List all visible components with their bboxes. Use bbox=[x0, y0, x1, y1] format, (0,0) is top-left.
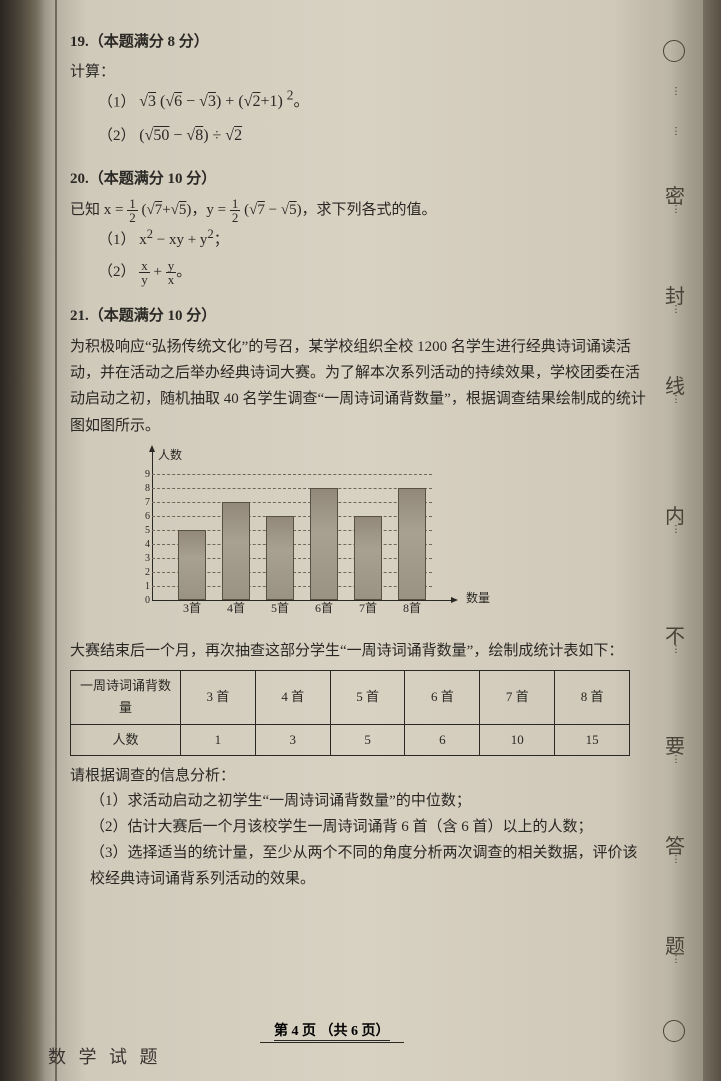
margin-dots: ︙ bbox=[671, 398, 677, 404]
table-header-row: 一周诗词诵背数量 3 首 4 首 5 首 6 首 7 首 8 首 bbox=[71, 671, 630, 724]
exam-page: 19.（本题满分 8 分） 计算： （1） √3 (√6 − √3) + (√2… bbox=[70, 30, 650, 911]
col-h: 8 首 bbox=[555, 671, 630, 724]
col-h: 5 首 bbox=[330, 671, 405, 724]
q20-given-pre: 已知 x = bbox=[70, 202, 123, 218]
cell: 3 bbox=[255, 724, 330, 755]
margin-circle-icon bbox=[663, 1020, 685, 1042]
x-category-label: 6首 bbox=[304, 598, 344, 618]
page-left-shadow bbox=[0, 0, 45, 1081]
q20-item2-label: （2） bbox=[98, 264, 136, 280]
col-h: 3 首 bbox=[181, 671, 256, 724]
binding-margin-strip: 密︙封︙线︙内︙不︙要︙答︙题︙︙︙ bbox=[643, 0, 703, 1081]
margin-dots: ︙ bbox=[671, 90, 677, 96]
col-h: 4 首 bbox=[255, 671, 330, 724]
bar-chart-container: 人数 数量 01234567893首4首5首6首7首8首 bbox=[130, 449, 510, 629]
bar bbox=[354, 516, 382, 600]
gridline bbox=[152, 502, 432, 503]
margin-dots: ︙ bbox=[671, 858, 677, 864]
y-tick: 9 bbox=[140, 470, 150, 480]
cell: 1 bbox=[181, 724, 256, 755]
q20-item-2: （2） xy + yx。 bbox=[98, 259, 650, 286]
margin-dots: ︙ bbox=[671, 958, 677, 964]
y-tick: 4 bbox=[140, 540, 150, 550]
q21-sub2: （2）估计大赛后一个月该校学生一周诗词诵背 6 首（含 6 首）以上的人数； bbox=[90, 815, 650, 841]
fraction-x-over-y: xy bbox=[139, 259, 150, 286]
q20-given: 已知 x = 12 (√7+√5)，y = 12 (√7 − √5)，求下列各式… bbox=[70, 197, 650, 224]
q21-sub1: （1）求活动启动之初学生“一周诗词诵背数量”的中位数； bbox=[90, 789, 650, 815]
margin-circle-icon bbox=[663, 40, 685, 62]
bar bbox=[222, 502, 250, 600]
cell: 10 bbox=[480, 724, 555, 755]
bar bbox=[398, 488, 426, 600]
y-tick: 2 bbox=[140, 568, 150, 578]
cell: 15 bbox=[555, 724, 630, 755]
margin-dots: ︙ bbox=[671, 308, 677, 314]
page-spine-line bbox=[55, 0, 57, 1081]
margin-dots: ︙ bbox=[671, 528, 677, 534]
subject-label: 数 学 试 题 bbox=[48, 1043, 162, 1069]
y-tick: 5 bbox=[140, 526, 150, 536]
x-axis-label: 数量 bbox=[466, 588, 490, 608]
col-h: 7 首 bbox=[480, 671, 555, 724]
fraction-y-over-x: yx bbox=[166, 259, 177, 286]
q21-sub3: （3）选择适当的统计量，至少从两个不同的角度分析两次调查的相关数据，评价该校经典… bbox=[90, 840, 650, 893]
q19-item2-label: （2） bbox=[98, 128, 136, 144]
results-table: 一周诗词诵背数量 3 首 4 首 5 首 6 首 7 首 8 首 人数 1 3 … bbox=[70, 670, 630, 755]
q19-prompt: 计算： bbox=[70, 60, 650, 86]
q21-analyze: 请根据调查的信息分析： bbox=[70, 764, 650, 790]
cell: 6 bbox=[405, 724, 480, 755]
y-tick: 1 bbox=[140, 582, 150, 592]
q19-item-2: （2） (√50 − √8) ÷ √2 bbox=[98, 122, 650, 150]
x-category-label: 5首 bbox=[260, 598, 300, 618]
x-category-label: 3首 bbox=[172, 598, 212, 618]
y-tick: 7 bbox=[140, 498, 150, 508]
y-tick: 3 bbox=[140, 554, 150, 564]
fraction-half-1: 12 bbox=[127, 197, 138, 224]
q20-item1-label: （1） bbox=[98, 232, 136, 248]
q20-item-1: （1） x2 − xy + y2； bbox=[98, 224, 650, 254]
q21-heading: 21.（本题满分 10 分） bbox=[70, 304, 650, 330]
q21-paragraph: 为积极响应“弘扬传统文化”的号召，某学校组织全校 1200 名学生进行经典诗词诵… bbox=[70, 334, 650, 439]
row-header-1: 一周诗词诵背数量 bbox=[71, 671, 181, 724]
bar bbox=[310, 488, 338, 600]
y-tick: 8 bbox=[140, 484, 150, 494]
y-tick: 0 bbox=[140, 596, 150, 606]
row-header-2: 人数 bbox=[71, 724, 181, 755]
question-20: 20.（本题满分 10 分） 已知 x = 12 (√7+√5)，y = 12 … bbox=[70, 167, 650, 286]
x-category-label: 7首 bbox=[348, 598, 388, 618]
y-axis-label: 人数 bbox=[158, 445, 182, 465]
y-tick: 6 bbox=[140, 512, 150, 522]
question-19: 19.（本题满分 8 分） 计算： （1） √3 (√6 − √3) + (√2… bbox=[70, 30, 650, 149]
col-h: 6 首 bbox=[405, 671, 480, 724]
table-data-row: 人数 1 3 5 6 10 15 bbox=[71, 724, 630, 755]
margin-dots: ︙ bbox=[671, 758, 677, 764]
page-number: 第 4 页 （共 6 页） bbox=[274, 1024, 390, 1041]
fraction-half-2: 12 bbox=[230, 197, 241, 224]
bar bbox=[266, 516, 294, 600]
question-21: 21.（本题满分 10 分） 为积极响应“弘扬传统文化”的号召，某学校组织全校 … bbox=[70, 304, 650, 892]
x-category-label: 4首 bbox=[216, 598, 256, 618]
margin-dots: ︙ bbox=[671, 208, 677, 214]
margin-dots: ︙ bbox=[671, 130, 677, 136]
q19-item-1: （1） √3 (√6 − √3) + (√2+1) 2。 bbox=[98, 85, 650, 116]
page-number-box: 第 4 页 （共 6 页） bbox=[260, 1018, 404, 1043]
bar bbox=[178, 530, 206, 600]
q19-heading: 19.（本题满分 8 分） bbox=[70, 30, 650, 56]
bar-chart: 人数 数量 01234567893首4首5首6首7首8首 bbox=[130, 449, 470, 629]
gridline bbox=[152, 488, 432, 489]
x-category-label: 8首 bbox=[392, 598, 432, 618]
q20-heading: 20.（本题满分 10 分） bbox=[70, 167, 650, 193]
q19-item1-label: （1） bbox=[98, 94, 136, 110]
q21-table-intro: 大赛结束后一个月，再次抽查这部分学生“一周诗词诵背数量”，绘制成统计表如下： bbox=[70, 639, 650, 665]
margin-dots: ︙ bbox=[671, 648, 677, 654]
gridline bbox=[152, 474, 432, 475]
cell: 5 bbox=[330, 724, 405, 755]
